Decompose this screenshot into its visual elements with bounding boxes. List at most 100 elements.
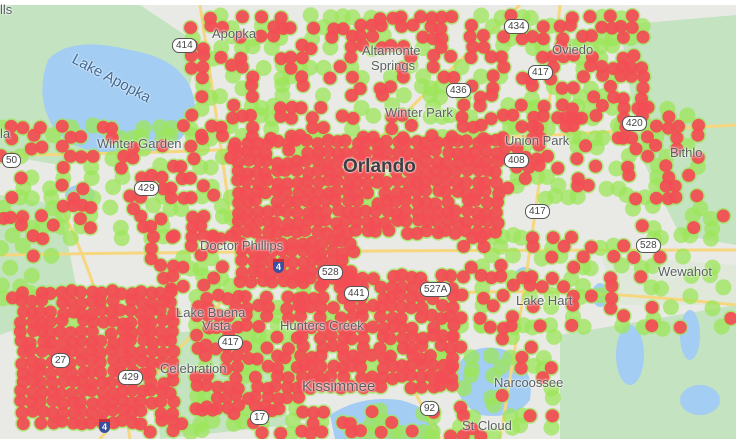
heat-point [645, 300, 659, 314]
heat-point [441, 195, 455, 209]
heat-point [384, 299, 398, 313]
heat-point [190, 309, 204, 323]
heat-point [489, 206, 503, 220]
heat-point [448, 226, 462, 240]
heat-point [625, 21, 639, 34]
heat-point [195, 90, 209, 104]
heat-point [85, 384, 99, 398]
heat-point [55, 414, 69, 428]
heat-point [314, 301, 328, 315]
heat-point-halo [193, 422, 210, 439]
heat-point [271, 369, 285, 383]
heat-point [292, 390, 306, 404]
heat-point [338, 214, 352, 228]
heat-point-halo [442, 107, 459, 124]
heat-point [604, 301, 618, 315]
heat-point [584, 240, 598, 254]
heat-point [196, 60, 210, 74]
heat-point [420, 165, 434, 179]
heat-point [523, 278, 537, 292]
heat-point [365, 405, 379, 419]
heat-point-halo [546, 328, 562, 345]
heat-point [312, 175, 326, 189]
heat-point [211, 380, 225, 394]
heat-point [457, 98, 471, 112]
heat-point [282, 311, 295, 325]
heat-point-halo [274, 87, 291, 103]
heat-point [401, 227, 415, 240]
place-label: la [0, 126, 11, 141]
heat-point [607, 249, 621, 263]
heat-point [566, 298, 580, 312]
heat-point [4, 211, 18, 224]
heat-point [589, 109, 603, 123]
heat-point [105, 343, 119, 357]
route-shield: 436 [446, 83, 471, 98]
heat-point [104, 327, 118, 341]
heat-point [399, 214, 413, 228]
heat-point [518, 172, 532, 185]
heat-point [5, 191, 19, 204]
heat-point [144, 252, 158, 266]
heat-point [307, 21, 321, 35]
heat-point [559, 119, 573, 133]
heat-point [144, 242, 158, 256]
heat-point [284, 111, 298, 125]
heat-point [75, 405, 89, 419]
heat-point [354, 351, 368, 365]
heat-point [268, 379, 282, 393]
route-shield: 420 [622, 116, 647, 131]
heat-point [395, 268, 409, 282]
heat-point [587, 90, 601, 104]
heat-point [5, 132, 19, 146]
heat-point [629, 192, 643, 206]
heat-point [545, 271, 559, 285]
heat-point [420, 154, 433, 168]
heat-point [661, 121, 675, 135]
heat-point [326, 339, 340, 352]
heat-point [167, 229, 181, 243]
city-label-orlando: Orlando [343, 156, 416, 177]
heat-point [360, 177, 374, 190]
heat-point-halo [193, 140, 210, 156]
heat-point [125, 293, 139, 307]
heat-point [337, 349, 351, 363]
heat-point [571, 179, 585, 193]
heat-point [244, 108, 257, 122]
heat-point [55, 286, 69, 300]
heat-point [536, 371, 550, 385]
heat-point [625, 131, 639, 145]
place-label: Wewahot [658, 264, 712, 279]
heat-point [335, 253, 349, 267]
heat-point [396, 331, 410, 345]
heat-point [43, 305, 57, 319]
heat-point [280, 391, 294, 405]
heat-point [332, 203, 345, 217]
heat-point-halo [463, 349, 480, 366]
heat-point-halo [353, 100, 370, 116]
heat-point-halo [543, 287, 560, 303]
heat-point [435, 10, 449, 24]
heat-point [670, 131, 684, 145]
heat-point-halo [344, 120, 361, 137]
heat-point [333, 280, 347, 294]
heat-point [215, 260, 229, 274]
heat-point [446, 329, 460, 343]
heat-point [354, 360, 368, 374]
heat-point-halo [204, 412, 221, 429]
heat-point [231, 214, 245, 228]
heat-point [133, 394, 147, 408]
heat-point [514, 361, 528, 375]
heat-point [405, 281, 419, 295]
heat-point [382, 223, 396, 237]
heat-point [465, 422, 479, 436]
heat-point [563, 18, 577, 32]
heat-point [290, 360, 304, 374]
heat-point [604, 79, 617, 93]
heat-point [35, 140, 49, 154]
heat-point [434, 22, 448, 36]
heat-point [396, 70, 410, 84]
heat-point [284, 50, 298, 64]
heat-point [105, 131, 119, 145]
